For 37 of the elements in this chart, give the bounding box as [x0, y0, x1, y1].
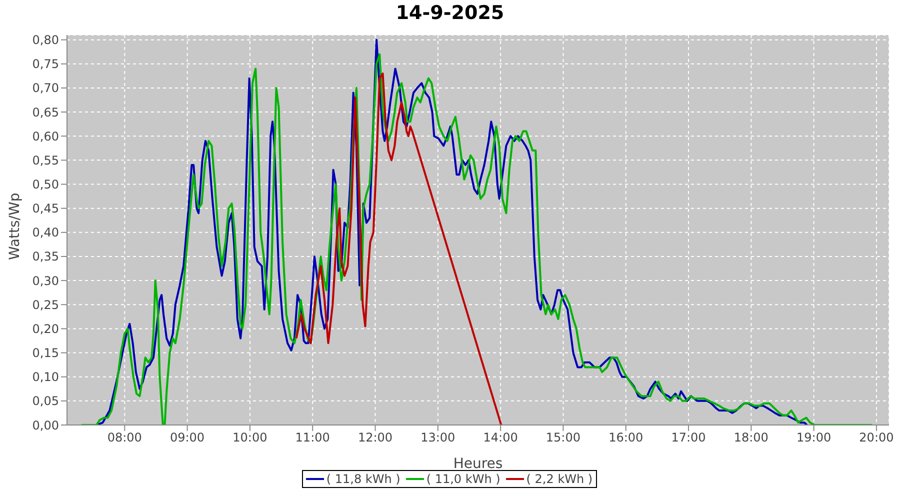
x-tick-label: 08:00	[107, 430, 142, 445]
x-tick-label: 09:00	[170, 430, 205, 445]
y-tick-label: 0,40	[32, 226, 59, 240]
x-tick-label: 13:00	[420, 430, 456, 445]
x-axis-title: Heures	[453, 456, 503, 472]
x-tick-label: 18:00	[734, 430, 768, 445]
x-tick-label: 12:00	[358, 430, 393, 445]
legend-label: ( 11,8 kWh )	[326, 472, 400, 486]
y-tick-label: 0,55	[32, 153, 59, 168]
x-tick-label: 17:00	[671, 430, 706, 445]
y-tick-label: 0,30	[32, 274, 59, 288]
y-tick-label: 0,60	[32, 129, 59, 144]
x-tick-label: 14:00	[483, 430, 518, 445]
legend-label: ( 11,0 kWh )	[426, 472, 500, 486]
x-tick-label: 11:00	[295, 430, 330, 445]
y-tick-label: 0,45	[32, 202, 59, 216]
y-tick-label: 0,15	[32, 346, 59, 360]
x-tick-label: 10:00	[232, 430, 268, 445]
y-tick-label: 0,00	[32, 418, 59, 432]
y-tick-label: 0,75	[32, 57, 59, 72]
legend-label: ( 2,2 kWh )	[526, 472, 593, 486]
y-tick-label: 0,65	[32, 105, 59, 120]
x-tick-label: 19:00	[796, 430, 832, 445]
x-tick-label: 16:00	[608, 430, 644, 445]
y-tick-label: 0,70	[32, 81, 59, 96]
x-tick-label: 20:00	[859, 430, 894, 445]
x-tick-label: 15:00	[546, 430, 581, 445]
y-tick-label: 0,10	[32, 370, 59, 384]
y-tick-label: 0,50	[32, 178, 59, 192]
y-tick-label: 0,80	[32, 33, 59, 48]
y-axis-title: Watts/Wp	[6, 192, 23, 260]
y-tick-label: 0,35	[32, 250, 59, 264]
y-tick-label: 0,25	[32, 298, 59, 312]
y-tick-label: 0,20	[32, 322, 59, 336]
line-series	[295, 72, 502, 425]
chart-title: 14-9-2025	[394, 2, 506, 24]
y-tick-label: 0,05	[32, 394, 59, 408]
